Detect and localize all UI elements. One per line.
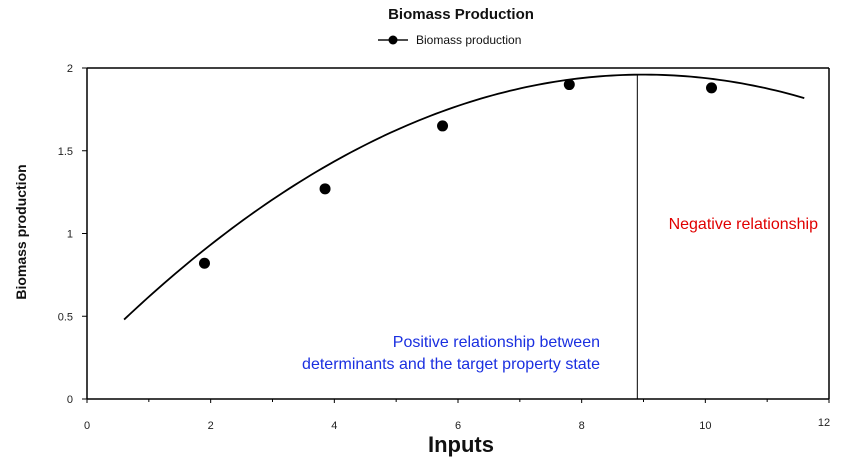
y-tick-label: 0.5 bbox=[58, 311, 73, 323]
positive-relationship-label-line2: determinants and the target property sta… bbox=[302, 356, 600, 373]
data-point bbox=[706, 82, 718, 94]
legend: Biomass production bbox=[378, 33, 521, 47]
x-tick-label: 6 bbox=[455, 420, 461, 432]
y-tick-label: 2 bbox=[67, 63, 73, 75]
y-ticks: 0 0.5 1 1.5 2 bbox=[58, 63, 87, 406]
x-axis-label: Inputs bbox=[428, 432, 494, 457]
negative-relationship-label: Negative relationship bbox=[669, 216, 819, 233]
x-tick-label: 8 bbox=[579, 420, 585, 432]
y-tick-label: 1 bbox=[67, 229, 73, 241]
legend-marker bbox=[388, 35, 398, 45]
x-tick-label: 2 bbox=[208, 420, 214, 432]
y-tick-label: 1.5 bbox=[58, 146, 73, 158]
x-tick-label: 0 bbox=[84, 420, 90, 432]
chart-title: Biomass Production bbox=[388, 6, 534, 23]
data-point bbox=[563, 79, 575, 91]
x-tick-label: 4 bbox=[331, 420, 337, 432]
x-tick-label: 12 bbox=[818, 417, 830, 429]
positive-relationship-label-line1: Positive relationship between bbox=[393, 334, 600, 351]
x-ticks: 0 2 4 6 8 10 12 bbox=[84, 399, 830, 432]
y-axis-label: Biomass production bbox=[13, 164, 29, 299]
data-point bbox=[319, 183, 331, 195]
data-point bbox=[198, 257, 210, 269]
x-tick-label: 10 bbox=[699, 420, 711, 432]
y-tick-label: 0 bbox=[67, 394, 73, 406]
data-points bbox=[198, 79, 718, 269]
legend-entry: Biomass production bbox=[416, 33, 521, 47]
fitted-curve bbox=[123, 73, 805, 321]
data-point bbox=[437, 120, 449, 132]
